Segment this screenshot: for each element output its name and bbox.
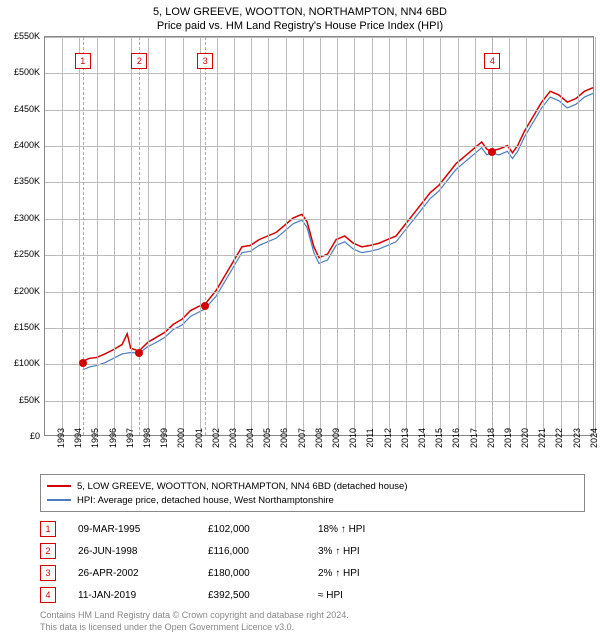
legend-label-hpi: HPI: Average price, detached house, West… <box>77 495 334 506</box>
marker-table-row: 3 26-APR-2002£180,0002% ↑ HPI <box>40 562 585 584</box>
marker-table-row: 1 09-MAR-1995£102,00018% ↑ HPI <box>40 518 585 540</box>
marker-delta: 2% ↑ HPI <box>318 568 438 579</box>
legend-row-property: 5, LOW GREEVE, WOOTTON, NORTHAMPTON, NN4… <box>47 479 578 493</box>
title-line-1: 5, LOW GREEVE, WOOTTON, NORTHAMPTON, NN4… <box>0 6 600 18</box>
marker-num-box: 1 <box>40 521 56 537</box>
legend-swatch-hpi <box>47 499 71 501</box>
chart-titles: 5, LOW GREEVE, WOOTTON, NORTHAMPTON, NN4… <box>0 0 600 32</box>
legend-label-property: 5, LOW GREEVE, WOOTTON, NORTHAMPTON, NN4… <box>77 481 407 492</box>
x-axis-label: 2025 <box>594 428 600 448</box>
y-axis-label: £200K <box>14 286 40 296</box>
y-axis-label: £500K <box>14 67 40 77</box>
sale-marker-dot <box>488 148 496 156</box>
legend-row-hpi: HPI: Average price, detached house, West… <box>47 493 578 507</box>
marker-delta: 18% ↑ HPI <box>318 524 438 535</box>
marker-price: £392,500 <box>208 590 318 601</box>
line-series-svg <box>45 37 593 435</box>
y-axis-label: £150K <box>14 322 40 332</box>
y-axis-label: £100K <box>14 358 40 368</box>
footnote-line-2: This data is licensed under the Open Gov… <box>40 622 585 633</box>
sale-marker-dot <box>201 302 209 310</box>
marker-date: 26-APR-2002 <box>78 568 208 579</box>
marker-price: £102,000 <box>208 524 318 535</box>
legend: 5, LOW GREEVE, WOOTTON, NORTHAMPTON, NN4… <box>40 474 585 512</box>
marker-price: £180,000 <box>208 568 318 579</box>
marker-num-box: 2 <box>40 543 56 559</box>
marker-num-box: 3 <box>40 565 56 581</box>
marker-table-row: 4 11-JAN-2019£392,500≈ HPI <box>40 584 585 606</box>
marker-num-box: 4 <box>40 587 56 603</box>
y-axis-label: £400K <box>14 140 40 150</box>
sale-marker-label: 1 <box>75 53 91 69</box>
y-axis-label: £550K <box>14 31 40 41</box>
legend-swatch-property <box>47 485 71 487</box>
y-axis-label: £50K <box>19 395 40 405</box>
sale-marker-dot <box>135 349 143 357</box>
sale-marker-dot <box>79 359 87 367</box>
marker-table-row: 2 26-JUN-1998£116,0003% ↑ HPI <box>40 540 585 562</box>
marker-table: 1 09-MAR-1995£102,00018% ↑ HPI 2 26-JUN-199… <box>40 518 585 606</box>
marker-delta: 3% ↑ HPI <box>318 546 438 557</box>
y-axis-label: £450K <box>14 104 40 114</box>
y-axis-label: £350K <box>14 176 40 186</box>
y-axis-label: £300K <box>14 213 40 223</box>
marker-delta: ≈ HPI <box>318 590 438 601</box>
title-line-2: Price paid vs. HM Land Registry's House … <box>0 20 600 32</box>
marker-date: 11-JAN-2019 <box>78 590 208 601</box>
marker-date: 09-MAR-1995 <box>78 524 208 535</box>
marker-price: £116,000 <box>208 546 318 557</box>
marker-date: 26-JUN-1998 <box>78 546 208 557</box>
y-axis-label: £250K <box>14 249 40 259</box>
sale-marker-label: 3 <box>197 53 213 69</box>
sale-marker-label: 2 <box>131 53 147 69</box>
plot-area: 1 2 3 4 <box>44 36 594 436</box>
plot-area-wrap: 1234 £0£50K£100K£150K£200K£250K£300K£350… <box>44 36 594 436</box>
chart-container: 5, LOW GREEVE, WOOTTON, NORTHAMPTON, NN4… <box>0 0 600 620</box>
footnote: Contains HM Land Registry data © Crown c… <box>40 610 585 633</box>
sale-marker-label: 4 <box>484 53 500 69</box>
y-axis-label: £0 <box>30 431 40 441</box>
